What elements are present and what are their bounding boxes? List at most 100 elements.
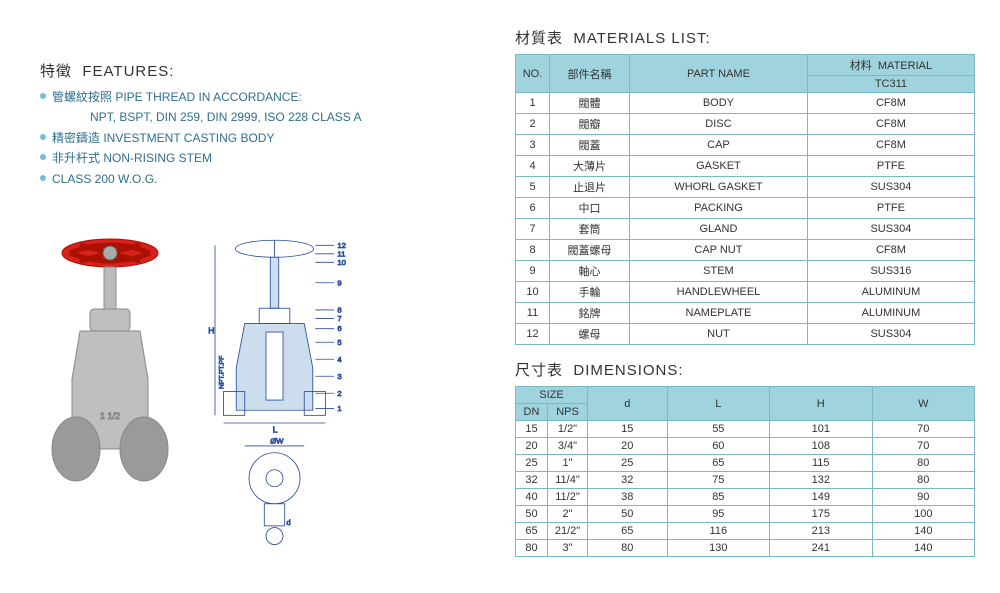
materials-title-cn: 材質表 (515, 30, 563, 47)
table-cell: 20 (516, 438, 548, 455)
table-cell: 8 (516, 240, 550, 261)
svg-text:1: 1 (337, 404, 341, 413)
table-cell: 130 (667, 540, 769, 557)
table-cell: PACKING (630, 198, 808, 219)
table-cell: 101 (770, 421, 872, 438)
table-cell: 25 (588, 455, 668, 472)
dimensions-title-cn: 尺寸表 (515, 362, 563, 379)
materials-table: NO. 部件名稱 PART NAME 材料 MATERIAL TC311 1閥體… (515, 54, 975, 345)
table-cell: CF8M (807, 240, 974, 261)
table-cell: WHORL GASKET (630, 177, 808, 198)
svg-text:7: 7 (337, 314, 341, 323)
table-cell: 80 (872, 472, 974, 489)
feature-item: 管螺紋按照 PIPE THREAD IN ACCORDANCE: (40, 87, 500, 107)
materials-title: 材質表 MATERIALS LIST: (515, 27, 975, 48)
table-cell: NUT (630, 324, 808, 345)
table-cell: SUS304 (807, 177, 974, 198)
table-cell: 3" (548, 540, 588, 557)
table-row: 203/4"206010870 (516, 438, 975, 455)
table-cell: HANDLEWHEEL (630, 282, 808, 303)
table-cell: 25 (516, 455, 548, 472)
table-row: 1閥體BODYCF8M (516, 93, 975, 114)
table-cell: 100 (872, 506, 974, 523)
table-cell: 65 (516, 523, 548, 540)
dim-h-L: L (667, 387, 769, 421)
table-cell: CF8M (807, 93, 974, 114)
table-cell: ALUMINUM (807, 282, 974, 303)
table-cell: 116 (667, 523, 769, 540)
mat-h-pen: PART NAME (630, 55, 808, 93)
table-cell: 3 (516, 135, 550, 156)
table-cell: SUS304 (807, 324, 974, 345)
table-row: 12螺母NUTSUS304 (516, 324, 975, 345)
table-cell: 7 (516, 219, 550, 240)
table-cell: BODY (630, 93, 808, 114)
table-row: 4011/2"388514990 (516, 489, 975, 506)
table-cell: PTFE (807, 198, 974, 219)
table-cell: 1/2" (548, 421, 588, 438)
table-cell: 50 (516, 506, 548, 523)
svg-text:6: 6 (337, 324, 341, 333)
svg-text:d: d (286, 518, 290, 527)
table-cell: DISC (630, 114, 808, 135)
table-cell: 108 (770, 438, 872, 455)
table-cell: 閥體 (550, 93, 630, 114)
table-cell: 80 (872, 455, 974, 472)
table-cell: 10 (516, 282, 550, 303)
dimensions-section: 尺寸表 DIMENSIONS: SIZE d L H W DN NPS 151/… (515, 359, 975, 557)
table-cell: 149 (770, 489, 872, 506)
svg-text:8: 8 (337, 305, 341, 314)
table-cell: 38 (588, 489, 668, 506)
table-cell: 2 (516, 114, 550, 135)
table-cell: 21/2" (548, 523, 588, 540)
dim-h-dn: DN (516, 404, 548, 421)
svg-text:1 1/2: 1 1/2 (100, 411, 120, 421)
table-cell: 閥蓋螺母 (550, 240, 630, 261)
table-row: 6521/2"65116213140 (516, 523, 975, 540)
svg-text:NPT.PT.PF: NPT.PT.PF (218, 356, 225, 389)
table-cell: 中口 (550, 198, 630, 219)
feature-sub: NPT, BSPT, DIN 259, DIN 2999, ISO 228 CL… (40, 107, 500, 127)
table-cell: 90 (872, 489, 974, 506)
table-row: 502"5095175100 (516, 506, 975, 523)
table-cell: 4 (516, 156, 550, 177)
svg-text:3: 3 (337, 372, 341, 381)
table-cell: 32 (588, 472, 668, 489)
table-cell: PTFE (807, 156, 974, 177)
table-cell: 9 (516, 261, 550, 282)
table-row: 5止退片WHORL GASKETSUS304 (516, 177, 975, 198)
table-cell: 大薄片 (550, 156, 630, 177)
table-cell: 50 (588, 506, 668, 523)
dim-h-d: d (588, 387, 668, 421)
feature-item: CLASS 200 W.O.G. (40, 169, 500, 189)
table-cell: SUS316 (807, 261, 974, 282)
dimensions-title: 尺寸表 DIMENSIONS: (515, 359, 975, 380)
table-cell: 5 (516, 177, 550, 198)
table-cell: CF8M (807, 135, 974, 156)
right-column: 材質表 MATERIALS LIST: NO. 部件名稱 PART NAME 材… (515, 25, 975, 557)
table-cell: 175 (770, 506, 872, 523)
table-cell: 1" (548, 455, 588, 472)
table-cell: 40 (516, 489, 548, 506)
image-row: 1 1/2 (40, 219, 500, 559)
table-cell: 140 (872, 523, 974, 540)
table-cell: 85 (667, 489, 769, 506)
table-cell: CAP (630, 135, 808, 156)
svg-text:ØW: ØW (270, 436, 284, 445)
features-title-en: FEATURES: (82, 63, 174, 80)
mat-h-no: NO. (516, 55, 550, 93)
table-row: 2閥瓣DISCCF8M (516, 114, 975, 135)
table-cell: ALUMINUM (807, 303, 974, 324)
svg-text:2: 2 (337, 389, 341, 398)
table-cell: SUS304 (807, 219, 974, 240)
table-cell: 32 (516, 472, 548, 489)
table-cell: 15 (516, 421, 548, 438)
table-row: 11銘牌NAMEPLATEALUMINUM (516, 303, 975, 324)
table-cell: 80 (516, 540, 548, 557)
table-cell: 15 (588, 421, 668, 438)
table-cell: 80 (588, 540, 668, 557)
table-cell: 6 (516, 198, 550, 219)
dim-h-W: W (872, 387, 974, 421)
valve-photo: 1 1/2 (40, 219, 180, 499)
table-cell: 軸心 (550, 261, 630, 282)
